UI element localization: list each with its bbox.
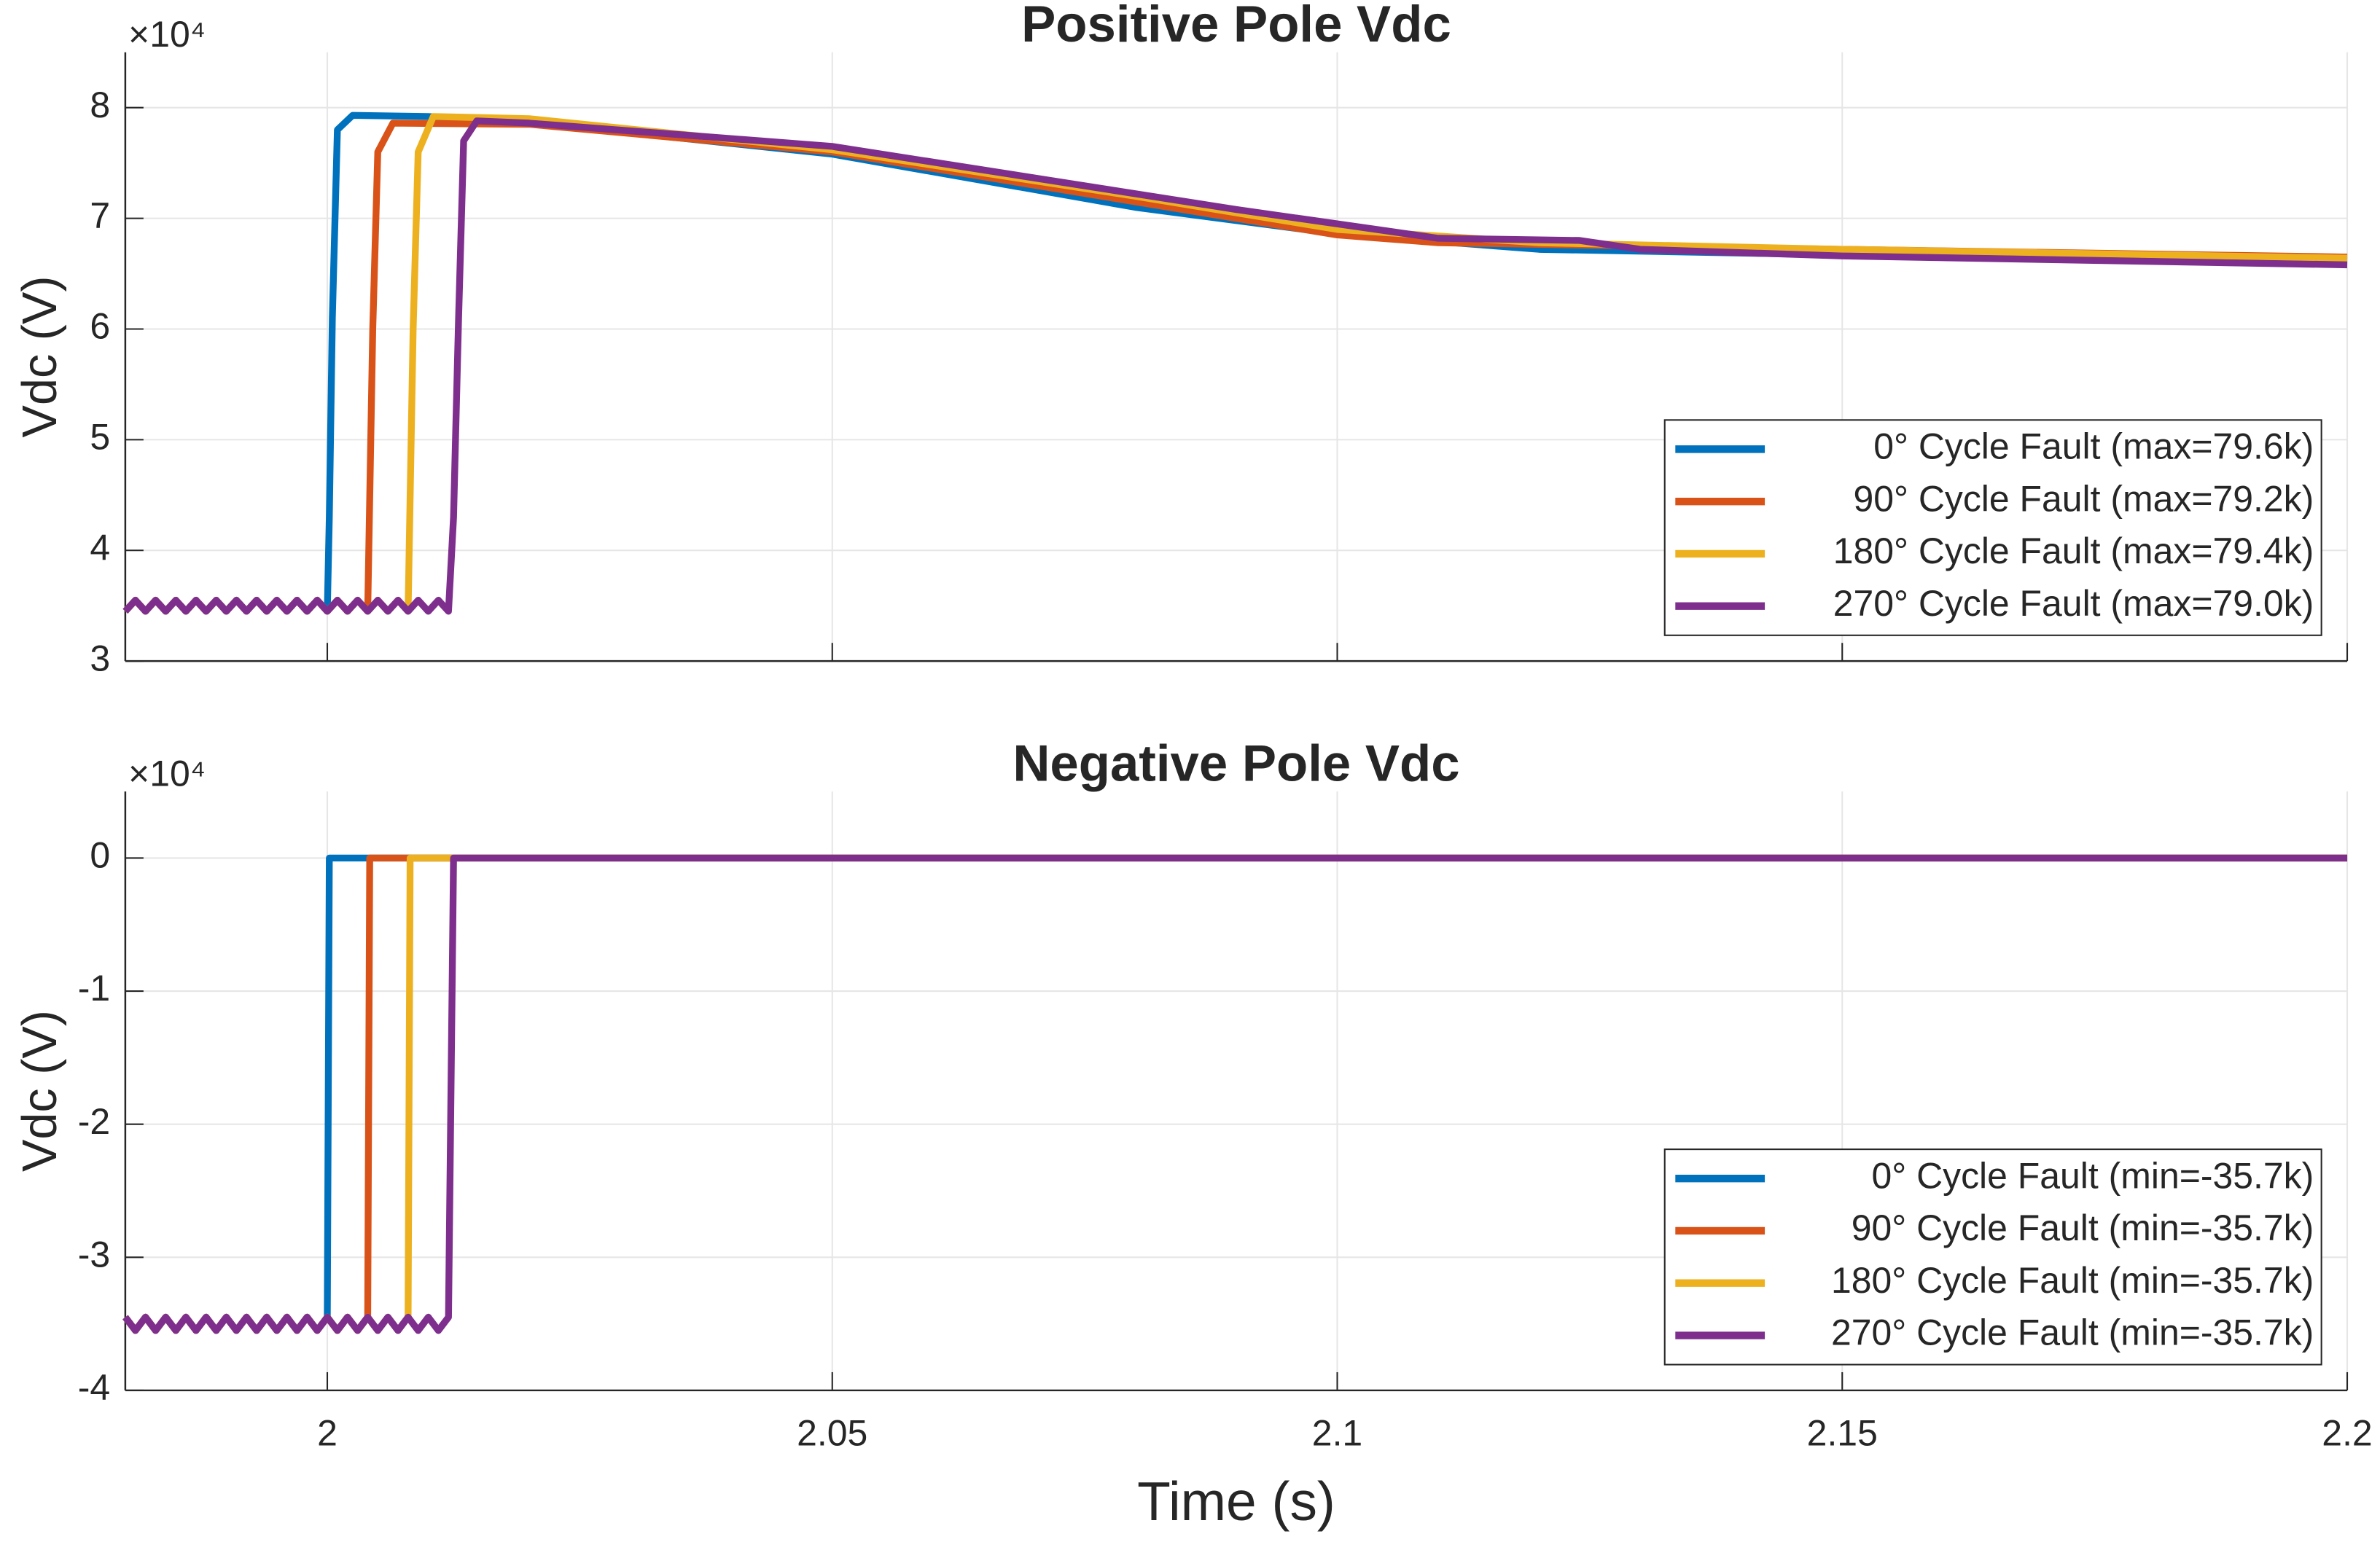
y-tick-label: -1 [78, 968, 110, 1009]
x-axis-label: Time (s) [1137, 1471, 1335, 1532]
y-tick-label: -3 [78, 1234, 110, 1275]
legend-label: 270° Cycle Fault (min=-35.7k) [1831, 1312, 2314, 1353]
x-tick-label: 2.2 [2322, 1413, 2372, 1454]
x-tick-label: 2 [317, 1413, 338, 1454]
y-tick-label: 4 [90, 527, 110, 568]
y-axis-label: Vdc (V) [13, 275, 67, 437]
y-axis-label: Vdc (V) [13, 1010, 67, 1172]
x-tick-label: 2.05 [797, 1413, 867, 1454]
x-tick-label: 2.15 [1807, 1413, 1878, 1454]
y-tick-label: -4 [78, 1367, 110, 1408]
y-tick-label: 0 [90, 835, 110, 876]
legend-label: 0° Cycle Fault (min=-35.7k) [1871, 1155, 2314, 1196]
chart-title: Negative Pole Vdc [1013, 734, 1459, 791]
y-tick-label: 7 [90, 195, 110, 236]
series-line [122, 117, 2348, 615]
y-tick-label: 6 [90, 306, 110, 347]
chart-title: Positive Pole Vdc [1021, 0, 1451, 52]
y-tick-label: 3 [90, 638, 110, 678]
legend-label: 0° Cycle Fault (max=79.6k) [1873, 426, 2314, 467]
x-tick-label: 2.1 [1312, 1413, 1362, 1454]
legend-box [1663, 1148, 2322, 1366]
y-multiplier: ×10⁴ [128, 14, 206, 55]
legend-label: 180° Cycle Fault (min=-35.7k) [1831, 1260, 2314, 1301]
legend-label: 90° Cycle Fault (min=-35.7k) [1852, 1208, 2314, 1248]
legend-label: 180° Cycle Fault (max=79.4k) [1833, 531, 2314, 571]
y-tick-label: -2 [78, 1101, 110, 1142]
legend-label: 90° Cycle Fault (max=79.2k) [1853, 478, 2314, 519]
y-tick-label: 5 [90, 417, 110, 458]
y-tick-label: 8 [90, 85, 110, 125]
legend-label: 270° Cycle Fault (max=79.0k) [1833, 583, 2314, 624]
y-multiplier: ×10⁴ [128, 753, 206, 794]
series-line [122, 854, 2348, 1334]
legend-box [1663, 419, 2322, 636]
